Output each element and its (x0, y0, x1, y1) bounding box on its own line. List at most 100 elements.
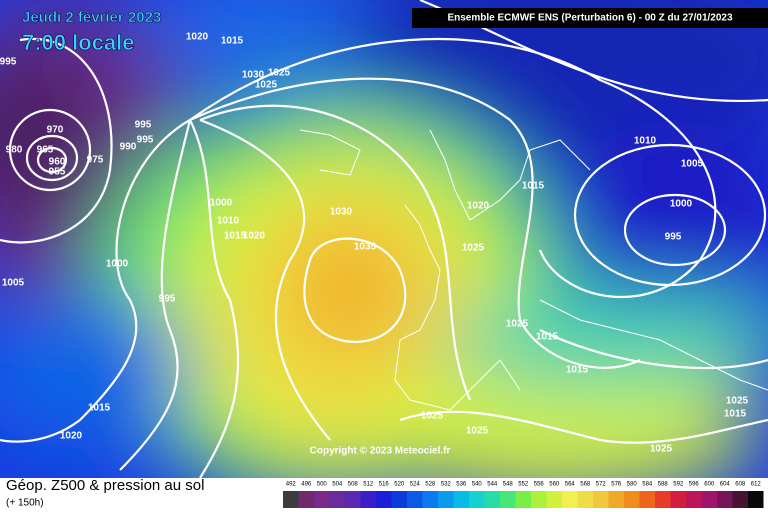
colorbar-swatch (314, 491, 330, 508)
isobar-label: 980 (6, 145, 23, 156)
colorbar-swatch (531, 491, 547, 508)
colorbar-swatch (345, 491, 361, 508)
colorbar-swatch (624, 491, 640, 508)
isobar-label: 995 (135, 120, 152, 131)
isobar-label: 1015 (88, 403, 111, 414)
isobar-label: 995 (137, 135, 154, 146)
colorbar-tick-label: 592 (673, 482, 684, 488)
isobar-label: 1000 (670, 199, 693, 210)
colorbar-swatch (438, 491, 454, 508)
colorbar-tick-label: 576 (611, 482, 622, 488)
colorbar-tick-label: 492 (286, 482, 297, 488)
isobar-label: 1015 (566, 365, 589, 376)
colorbar-swatch (577, 491, 593, 508)
colorbar-tick-label: 600 (704, 482, 715, 488)
colorbar-swatch (422, 491, 438, 508)
colorbar-tick-label: 544 (487, 482, 498, 488)
colorbar-tick-label: 520 (394, 482, 405, 488)
colorbar-tick-label: 596 (689, 482, 700, 488)
isobar-label: 1030 (330, 207, 353, 218)
colorbar-tick-label: 540 (472, 482, 483, 488)
colorbar-swatch (469, 491, 485, 508)
run-banner (412, 8, 768, 28)
isobar-label: 1025 (421, 411, 444, 422)
colorbar-swatch (515, 491, 531, 508)
forecast-date: Jeudi 2 février 2023 (22, 9, 161, 26)
isobar-label: 995 (0, 57, 17, 68)
colorbar-swatch (500, 491, 516, 508)
forecast-time: 7:00 locale (22, 30, 135, 55)
colorbar-swatch (453, 491, 469, 508)
colorbar-tick-label: 528 (425, 482, 436, 488)
colorbar-swatch (748, 491, 764, 508)
colorbar-swatch (717, 491, 733, 508)
isobar-label: 955 (49, 167, 66, 178)
isobar-label: 1025 (506, 319, 529, 330)
colorbar-swatch (329, 491, 345, 508)
isobar-label: 1020 (60, 431, 83, 442)
colorbar: 492 496 500 504 508 512 516 520 524 528 532 536 540 5… (283, 482, 764, 508)
forecast-lead: (+ 150h) (6, 498, 44, 509)
colorbar-tick-label: 564 (565, 482, 576, 488)
colorbar-swatch (655, 491, 671, 508)
isobar-label: 1015 (536, 332, 559, 343)
colorbar-swatch (298, 491, 314, 508)
colorbar-tick-label: 572 (596, 482, 607, 488)
isobar-label: 1010 (634, 136, 657, 147)
colorbar-tick-label: 560 (549, 482, 560, 488)
isobar-label: 1020 (467, 201, 490, 212)
isobar-label: 1025 (466, 426, 489, 437)
colorbar-swatch (686, 491, 702, 508)
isobar-label: 1025 (462, 243, 485, 254)
isobar-label: 1030 (242, 70, 265, 81)
isobar-label: 1010 (217, 216, 240, 227)
colorbar-tick-label: 508 (348, 482, 359, 488)
colorbar-tick-label: 580 (627, 482, 638, 488)
isobar-label: 1025 (726, 396, 749, 407)
colorbar-swatch (639, 491, 655, 508)
isobar-label: 975 (87, 155, 104, 166)
isobar-label: 1015 (724, 409, 747, 420)
isobar-label: 995 (665, 232, 682, 243)
isobar-label: 960 (49, 157, 66, 168)
copyright: Copyright © 2023 Meteociel.fr (310, 446, 451, 457)
colorbar-swatch (593, 491, 609, 508)
isobar-label: 1035 (354, 242, 377, 253)
colorbar-tick-label: 496 (301, 482, 312, 488)
colorbar-tick-label: 524 (410, 482, 421, 488)
isobar-label: 1015 (522, 181, 545, 192)
colorbar-tick-label: 548 (503, 482, 514, 488)
colorbar-tick-label: 612 (751, 482, 762, 488)
colorbar-swatch (608, 491, 624, 508)
run-info: Ensemble ECMWF ENS (Perturbation 6) - 00… (447, 13, 733, 24)
isobar-label: 1025 (255, 80, 278, 91)
colorbar-swatch (562, 491, 578, 508)
isobar-label: 1015 (224, 231, 247, 242)
isobar-label: 990 (120, 142, 137, 153)
isobar-label: 1025 (650, 444, 673, 455)
isobar-label: 1015 (221, 36, 244, 47)
colorbar-tick-label: 568 (580, 482, 591, 488)
isobar-label: 970 (47, 125, 64, 136)
colorbar-tick-label: 608 (735, 482, 746, 488)
isobar-label: 995 (159, 294, 176, 305)
isobar-label: 1000 (106, 259, 129, 270)
colorbar-swatch (391, 491, 407, 508)
isobar-label: 1020 (186, 32, 209, 43)
map-field (0, 0, 768, 478)
colorbar-tick-label: 556 (534, 482, 545, 488)
colorbar-swatch (484, 491, 500, 508)
isobar-label: 1020 (243, 231, 266, 242)
isobar-label: 1005 (2, 278, 25, 289)
colorbar-tick-label: 604 (720, 482, 731, 488)
footer-title: Géop. Z500 & pression au sol (6, 477, 204, 494)
isobar-label: 1025 (268, 68, 291, 79)
colorbar-swatch (546, 491, 562, 508)
colorbar-tick-label: 516 (379, 482, 390, 488)
colorbar-tick-label: 552 (518, 482, 529, 488)
colorbar-tick-label: 500 (317, 482, 328, 488)
colorbar-swatch (360, 491, 376, 508)
colorbar-tick-label: 588 (658, 482, 669, 488)
